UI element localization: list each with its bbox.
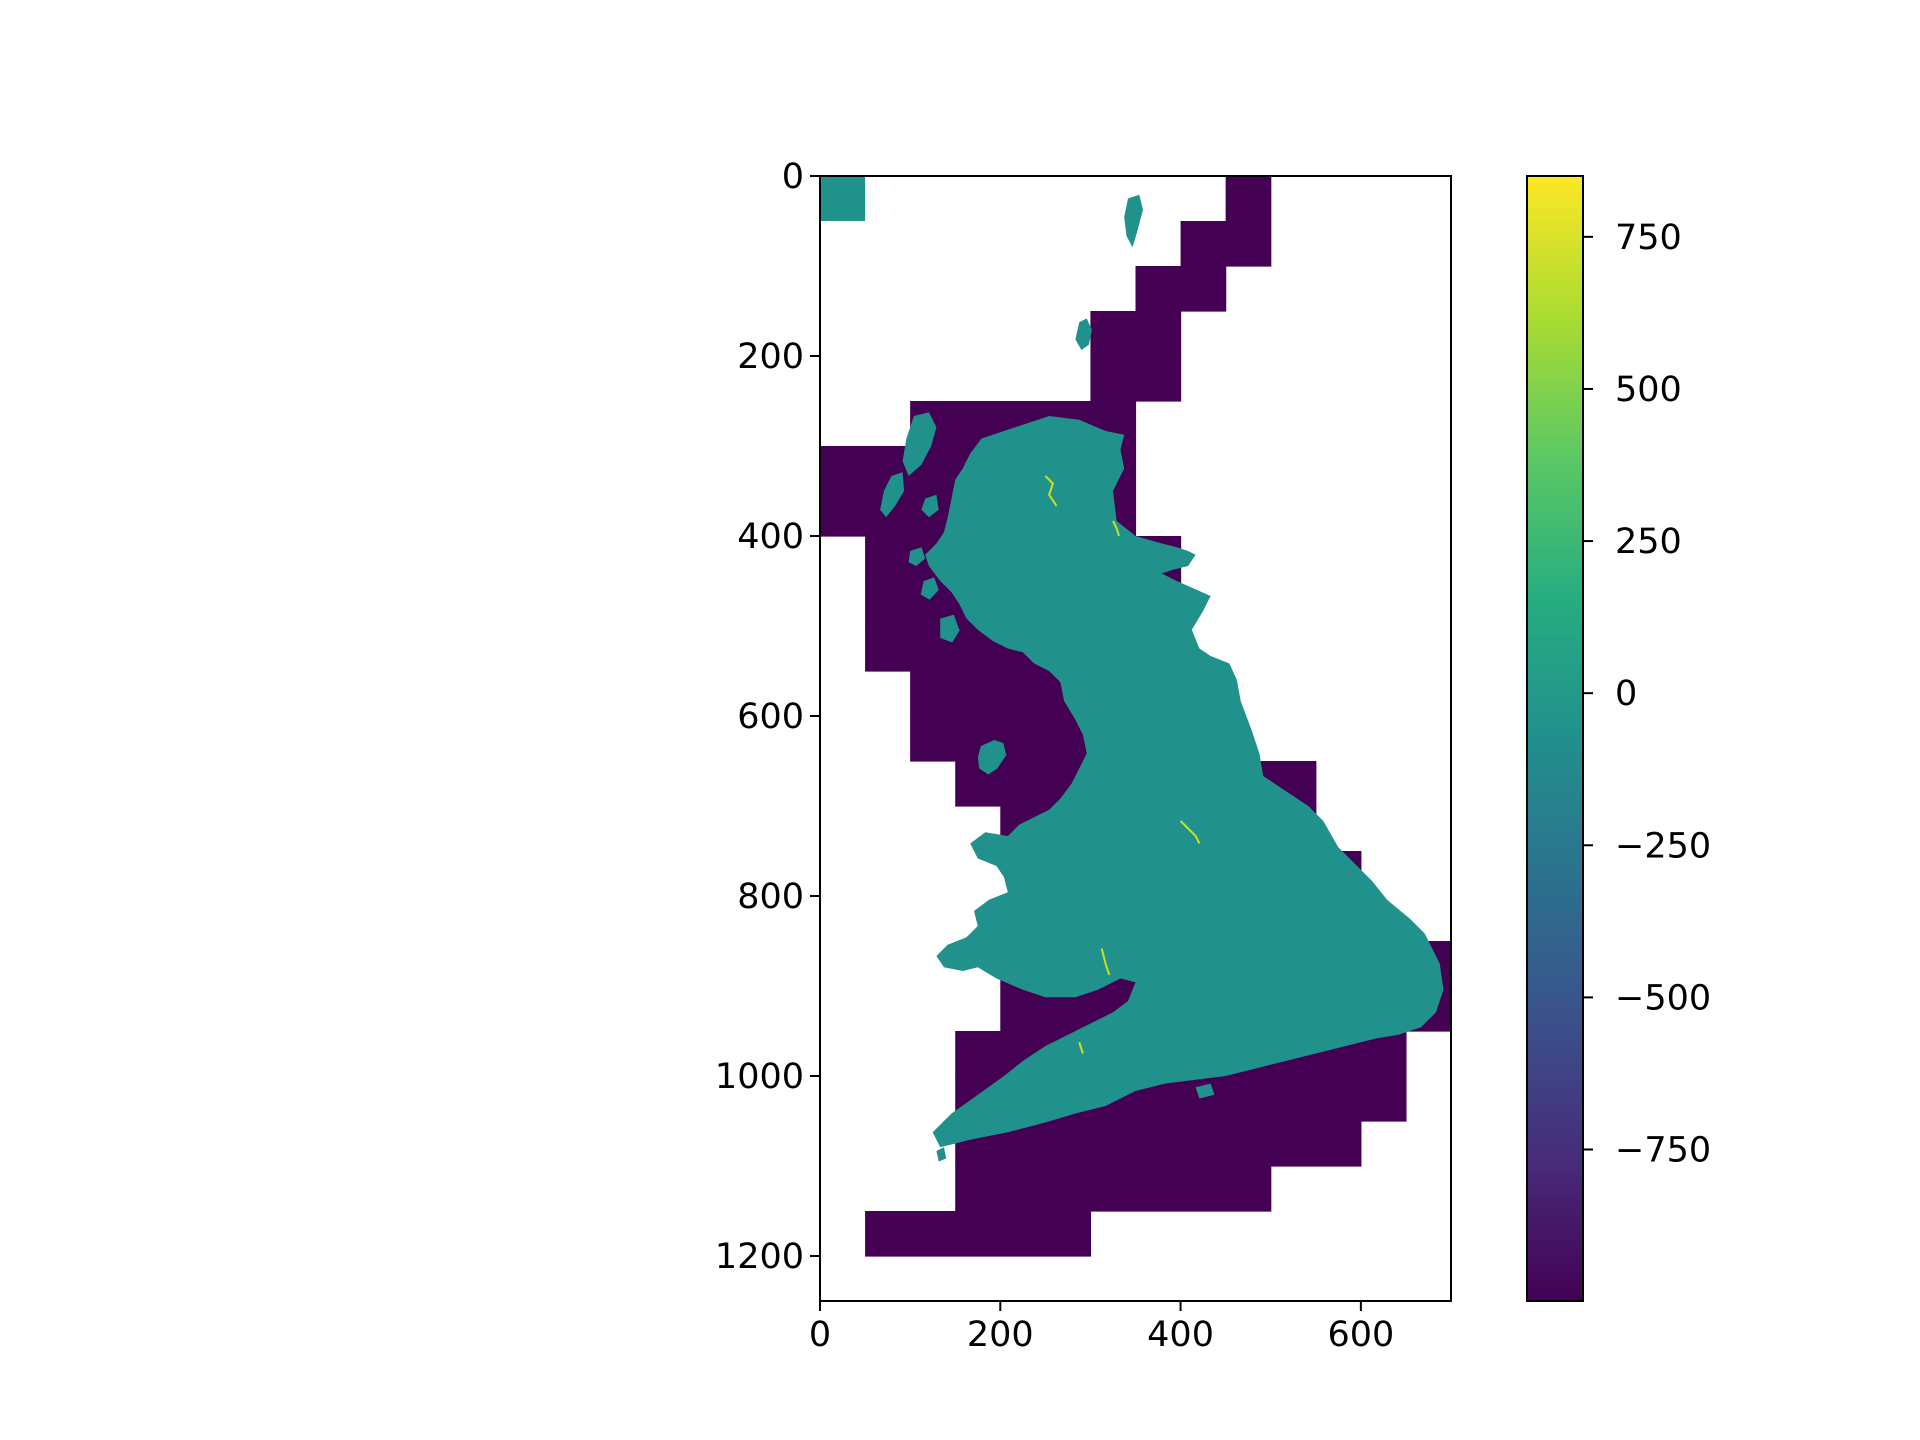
colorbar-tick-label: −500 [1615, 978, 1711, 1018]
colorbar [1526, 175, 1584, 1302]
nodata-tile [955, 1166, 1272, 1212]
y-tick-label: 200 [737, 337, 804, 377]
river [1112, 520, 1120, 537]
nodata-tile [1135, 266, 1227, 312]
river [1044, 475, 1058, 507]
island [902, 412, 937, 476]
island [908, 547, 926, 566]
y-tick-label: 400 [737, 517, 804, 557]
colorbar-tick-label: −250 [1615, 826, 1711, 866]
y-tick-label: 1000 [715, 1057, 804, 1097]
nodata-tile [1090, 311, 1182, 357]
x-tick-label: 0 [809, 1315, 831, 1355]
colorbar-tick-label: 500 [1615, 370, 1682, 410]
y-tick-label: 1200 [715, 1237, 804, 1277]
island [1124, 194, 1143, 248]
mainland-landmass [925, 416, 1444, 1148]
island [921, 494, 939, 518]
island [1075, 318, 1092, 350]
river [1179, 820, 1201, 844]
colorbar-tick-label: 0 [1615, 674, 1637, 714]
island [936, 1147, 947, 1162]
x-tick-label: 600 [1327, 1315, 1394, 1355]
river [1078, 1041, 1084, 1054]
y-axis: 0 200 400 600 800 1000 1200 [715, 157, 820, 1277]
heatmap-plot [820, 176, 1451, 1257]
y-tick-label: 0 [782, 157, 804, 197]
plot-frame [819, 175, 1452, 1302]
island [977, 740, 1007, 775]
y-tick-label: 600 [737, 697, 804, 737]
land-value-tile [820, 176, 866, 221]
nodata-tile [1090, 356, 1182, 402]
colorbar-tick-label: 750 [1615, 218, 1682, 258]
x-axis: 0 200 400 600 [809, 1301, 1394, 1355]
island [988, 944, 1008, 962]
x-tick-label: 400 [1147, 1315, 1214, 1355]
nodata-tile [865, 1211, 1092, 1257]
x-tick-label: 200 [967, 1315, 1034, 1355]
colorbar-tick-label: 250 [1615, 522, 1682, 562]
island [940, 614, 960, 643]
nodata-tile [1180, 221, 1272, 267]
nodata-tile [955, 1121, 1362, 1167]
colorbar-tick-label: −750 [1615, 1130, 1711, 1170]
colorbar-axis: 750 500 250 0 −250 −500 −750 [1583, 218, 1711, 1170]
island [880, 472, 905, 518]
river [1100, 948, 1111, 976]
nodata-tile [1225, 176, 1272, 222]
island [1195, 1083, 1215, 1099]
y-tick-label: 800 [737, 877, 804, 917]
island [920, 577, 939, 600]
